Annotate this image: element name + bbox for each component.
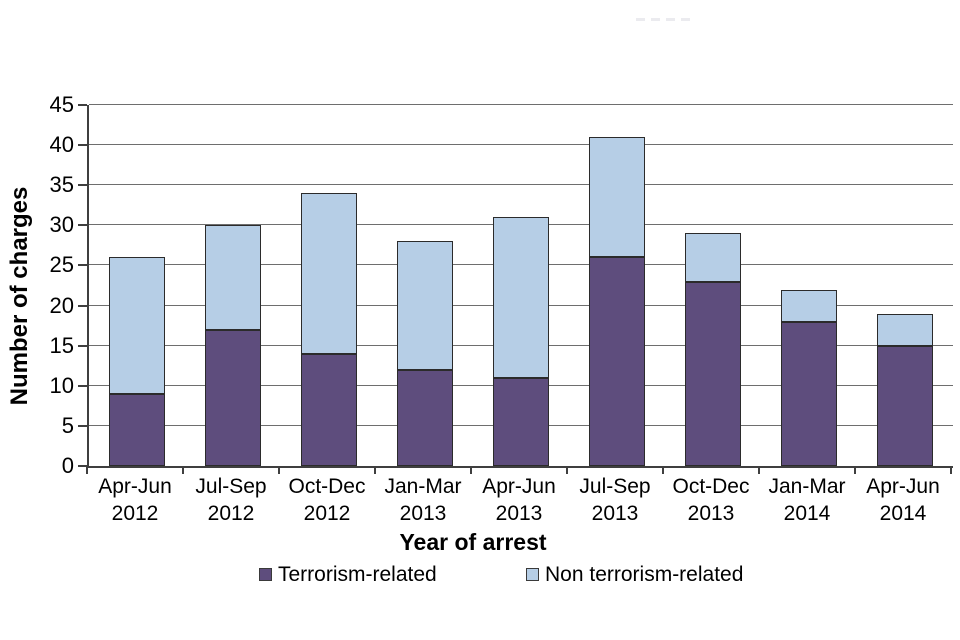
bar-segment-terrorism — [877, 345, 933, 466]
x-axis-tick-label: Apr-Jun 2012 — [98, 475, 172, 525]
y-axis-tick-label: 35 — [49, 172, 74, 198]
legend-label-non-terrorism-related: Non terrorism-related — [545, 563, 744, 586]
y-axis-tick-label: 30 — [49, 212, 74, 238]
y-axis-tick-label: 40 — [49, 132, 74, 158]
legend: Terrorism-related Non terrorism-related — [0, 563, 960, 593]
y-axis-tick-label: 15 — [49, 332, 74, 358]
plot-area — [87, 104, 953, 468]
bar-segment-terrorism — [205, 329, 261, 466]
legend-item-non-terrorism-related: Non terrorism-related — [526, 563, 743, 587]
y-axis-tick-label: 5 — [61, 412, 74, 438]
bar-segment-non-terrorism — [685, 233, 741, 282]
bar-segment-terrorism — [109, 393, 165, 466]
y-axis-tick — [78, 304, 87, 307]
x-axis-tick — [662, 466, 664, 474]
legend-item-terrorism-related: Terrorism-related — [259, 563, 437, 587]
x-axis-tick — [566, 466, 568, 474]
y-axis-tick — [78, 144, 87, 147]
y-axis-tick — [78, 344, 87, 347]
y-axis-tick — [78, 264, 87, 267]
x-axis-tick-label: Jul-Sep 2013 — [579, 475, 651, 525]
x-axis-tick-label: Apr-Jun 2014 — [866, 475, 940, 525]
bar-segment-terrorism — [685, 281, 741, 466]
gridline — [89, 144, 953, 146]
x-axis-tick — [182, 466, 184, 474]
legend-marker-terrorism-related — [259, 568, 272, 581]
x-axis-tick-label: Jan-Mar 2013 — [384, 475, 462, 525]
bar-segment-non-terrorism — [301, 193, 357, 354]
y-axis-tick-label: 0 — [61, 453, 74, 478]
x-axis-tick-label: Jul-Sep 2012 — [195, 475, 267, 525]
x-axis-tick-labels: Apr-Jun 2012 Jul-Sep 2012 Oct-Dec 2012 Jan-… — [87, 473, 951, 527]
faint-artifact — [636, 18, 696, 21]
y-axis-tick-label: 25 — [49, 252, 74, 278]
bar-segment-non-terrorism — [109, 257, 165, 394]
y-axis-tick — [78, 224, 87, 227]
y-axis-tick — [78, 104, 87, 106]
x-axis-tick — [950, 466, 952, 474]
y-axis-tick — [78, 384, 87, 387]
y-axis-tick — [78, 465, 87, 467]
bar-segment-terrorism — [493, 377, 549, 466]
y-axis-tick — [78, 184, 87, 187]
x-axis-tick — [854, 466, 856, 474]
x-axis-tick — [758, 466, 760, 474]
bar-segment-non-terrorism — [877, 313, 933, 346]
bar-segment-terrorism — [781, 321, 837, 466]
bar-segment-non-terrorism — [589, 137, 645, 258]
x-axis-tick-label: Jan-Mar 2014 — [768, 475, 846, 525]
gridline — [89, 184, 953, 186]
x-axis-tick-label: Oct-Dec 2013 — [672, 475, 750, 525]
y-axis-tick-label: 10 — [49, 372, 74, 398]
legend-label-terrorism-related: Terrorism-related — [278, 563, 437, 586]
bar-segment-non-terrorism — [397, 241, 453, 370]
gridline — [89, 104, 953, 105]
bar-segment-terrorism — [301, 353, 357, 466]
y-axis-tick — [78, 424, 87, 427]
x-axis-title: Year of arrest — [399, 529, 547, 555]
x-axis-tick-label: Oct-Dec 2012 — [288, 475, 366, 525]
bar-segment-terrorism — [397, 369, 453, 466]
y-axis-tick-label: 20 — [49, 292, 74, 318]
x-axis-tick-label: Apr-Jun 2013 — [482, 475, 556, 525]
x-axis-tick — [470, 466, 472, 474]
legend-marker-non-terrorism-related — [526, 568, 539, 581]
x-axis-tick — [374, 466, 376, 474]
bar-segment-non-terrorism — [493, 217, 549, 378]
bar-segment-non-terrorism — [205, 225, 261, 330]
bar-segment-non-terrorism — [781, 289, 837, 322]
bar-segment-terrorism — [589, 257, 645, 466]
x-axis-tick — [86, 466, 88, 474]
x-axis-tick — [278, 466, 280, 474]
y-axis-tick-label: 45 — [49, 92, 74, 117]
